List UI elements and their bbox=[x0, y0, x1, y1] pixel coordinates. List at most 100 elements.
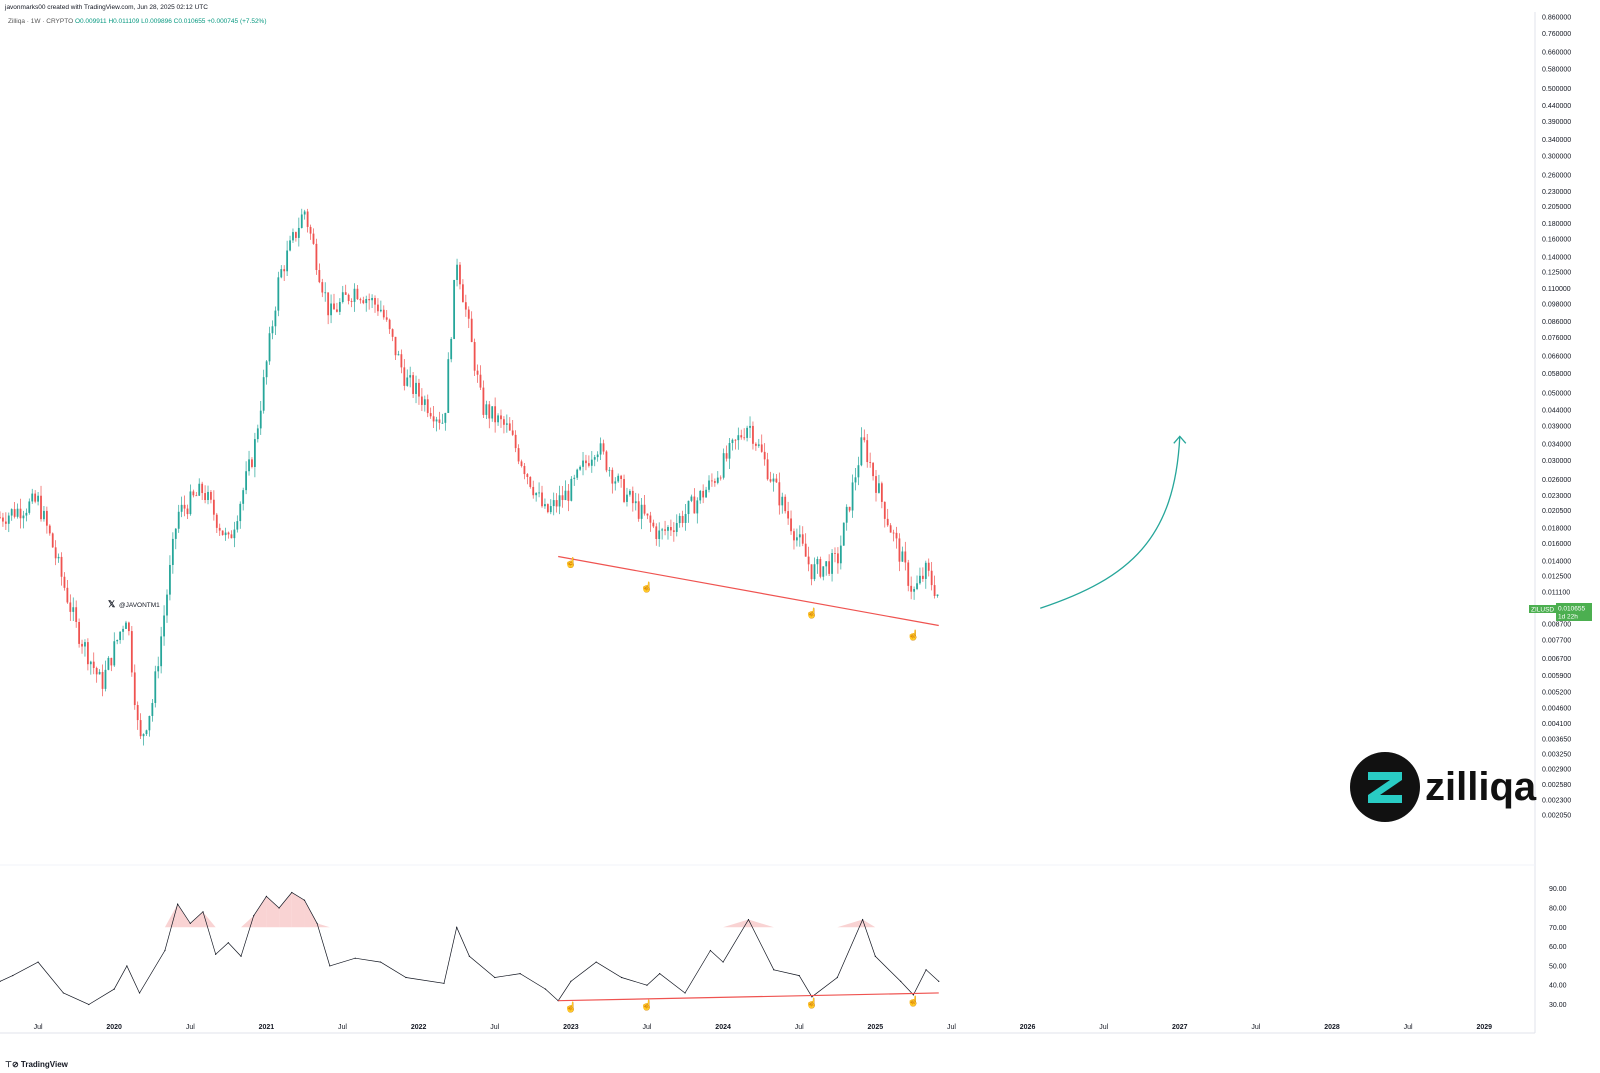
candle-body bbox=[863, 437, 866, 441]
candle-body bbox=[473, 342, 476, 371]
candle-body bbox=[854, 477, 857, 483]
candle-body bbox=[916, 583, 918, 590]
candle-body bbox=[503, 419, 505, 425]
candle-body bbox=[505, 423, 508, 425]
price-tick-label: 0.003250 bbox=[1542, 752, 1571, 759]
price-axis[interactable]: 0.860000 0.760000 0.660000 0.580000 0.500000… bbox=[1542, 15, 1571, 820]
candle-body bbox=[98, 671, 101, 675]
candle-body bbox=[781, 496, 784, 506]
rsi-overbought-fill bbox=[304, 900, 318, 928]
candle-body bbox=[649, 515, 652, 523]
candle-body bbox=[271, 326, 274, 334]
candle-body bbox=[851, 482, 854, 511]
candle-body bbox=[253, 439, 256, 467]
price-tick-label: 0.002050 bbox=[1542, 813, 1571, 820]
price-tick-label: 0.003650 bbox=[1542, 736, 1571, 743]
candle-body bbox=[75, 607, 78, 622]
pointer-hand-icon: ☝ bbox=[806, 996, 818, 1009]
time-tick-label: Jul bbox=[338, 1024, 347, 1031]
candle-body bbox=[766, 459, 769, 480]
price-tick-label: 0.058000 bbox=[1542, 371, 1571, 378]
projection-arrow bbox=[1040, 436, 1181, 609]
ohlc-values: O0.009911 H0.011109 L0.009896 C0.010655 … bbox=[74, 18, 267, 25]
candle-body bbox=[57, 556, 60, 559]
time-tick-label: Jul bbox=[795, 1024, 804, 1031]
candle-body bbox=[734, 439, 737, 441]
candle-body bbox=[933, 585, 936, 596]
price-tick-label: 0.002300 bbox=[1542, 797, 1571, 804]
candle-body bbox=[517, 448, 520, 462]
zilliqa-logo: zilliqa bbox=[1350, 752, 1537, 822]
candle-body bbox=[573, 477, 576, 479]
time-tick-label: Jul bbox=[1404, 1024, 1413, 1031]
candle-body bbox=[415, 382, 417, 394]
candle-body bbox=[142, 734, 145, 737]
time-tick-label: Jul bbox=[186, 1024, 195, 1031]
price-tick-label: 0.086000 bbox=[1542, 319, 1571, 326]
candle-body bbox=[400, 354, 403, 368]
rsi-overbought-fill bbox=[837, 919, 863, 928]
candle-body bbox=[775, 478, 778, 483]
candle-body bbox=[321, 282, 324, 293]
candle-body bbox=[593, 457, 596, 460]
candle-body bbox=[368, 298, 371, 301]
candle-body bbox=[541, 492, 543, 507]
zilliqa-z-icon bbox=[1368, 772, 1402, 803]
candle-body bbox=[494, 406, 497, 423]
candle-body bbox=[309, 226, 312, 234]
rsi-overbought-fill bbox=[317, 923, 330, 928]
price-tick-label: 0.044000 bbox=[1542, 407, 1571, 414]
candle-body bbox=[423, 399, 426, 405]
candle-body bbox=[34, 493, 37, 502]
rsi-series bbox=[0, 891, 940, 1006]
rsi-axis[interactable]: 90.00 80.00 70.00 60.00 50.00 40.00 30.00 bbox=[1549, 886, 1567, 1009]
candle-body bbox=[658, 530, 661, 540]
rsi-point bbox=[265, 895, 268, 897]
candle-body bbox=[371, 297, 373, 301]
candle-body bbox=[549, 506, 552, 513]
candle-body bbox=[204, 493, 206, 501]
candle-body bbox=[145, 730, 148, 735]
candle-body bbox=[567, 490, 570, 501]
tradingview-brand: TradingView bbox=[20, 1060, 68, 1069]
candle-body bbox=[825, 561, 828, 567]
candle-body bbox=[801, 534, 804, 544]
candle-body bbox=[312, 233, 315, 244]
candle-body bbox=[248, 459, 250, 472]
candle-body bbox=[684, 514, 687, 523]
price-tick-label: 0.002900 bbox=[1542, 767, 1571, 774]
candle-body bbox=[22, 515, 25, 519]
candle-body bbox=[444, 412, 447, 423]
candlestick-series bbox=[0, 208, 939, 746]
price-tick-label: 0.066000 bbox=[1542, 354, 1571, 361]
price-tick-label: 0.300000 bbox=[1542, 154, 1571, 161]
candle-body bbox=[362, 300, 365, 304]
candle-body bbox=[403, 367, 406, 386]
candle-body bbox=[113, 641, 116, 666]
candle-body bbox=[760, 444, 763, 452]
rsi-point bbox=[354, 957, 356, 959]
tradingview-logo[interactable]: ⊤⊘ TradingView bbox=[5, 1060, 68, 1069]
candle-body bbox=[116, 640, 119, 642]
candle-body bbox=[798, 534, 801, 538]
candle-body bbox=[614, 481, 617, 484]
candle-body bbox=[151, 702, 154, 716]
candle-body bbox=[7, 515, 10, 524]
candle-body bbox=[585, 460, 587, 464]
watermark-handle: @JAVONTM1 bbox=[119, 602, 160, 609]
candle-body bbox=[892, 532, 895, 534]
candle-body bbox=[324, 292, 327, 294]
candle-body bbox=[497, 415, 499, 423]
candle-body bbox=[435, 419, 438, 422]
candle-body bbox=[620, 475, 623, 480]
time-tick-label: 2026 bbox=[1020, 1024, 1036, 1031]
time-axis[interactable]: Jul 2020 Jul 2021 Jul 2022 Jul 2023 Jul 2024 Jul 20… bbox=[34, 1024, 1493, 1031]
pointer-hand-icon: ☝ bbox=[907, 995, 919, 1008]
candle-body bbox=[136, 705, 139, 721]
rsi-overbought-fill bbox=[279, 892, 292, 928]
candle-body bbox=[784, 496, 787, 512]
rsi-point bbox=[544, 988, 547, 990]
candle-body bbox=[901, 551, 904, 562]
rsi-overbought-fill bbox=[177, 904, 191, 928]
